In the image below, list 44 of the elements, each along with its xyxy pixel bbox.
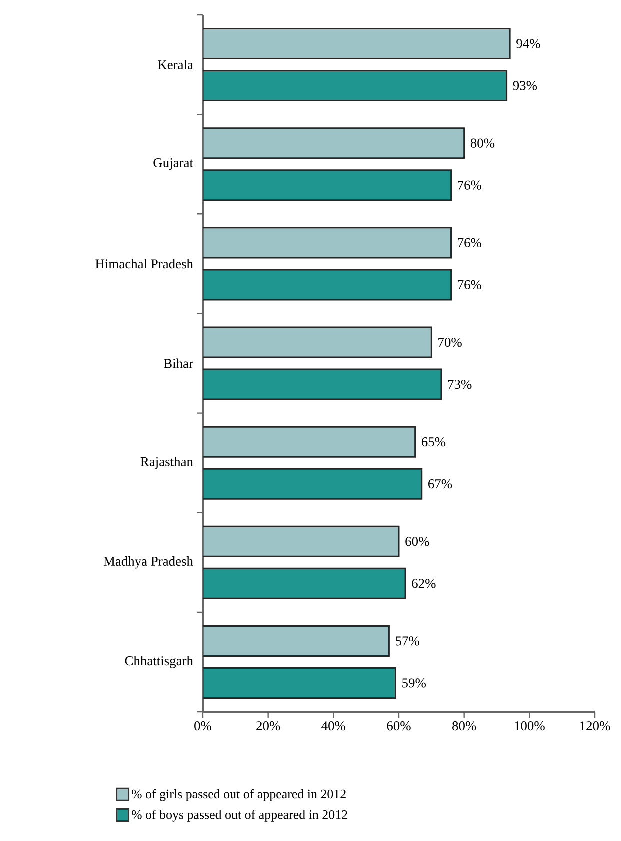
data-label: 93%: [513, 81, 538, 90]
bar: [202, 128, 466, 160]
x-tick-label: 120%: [580, 722, 610, 731]
y-tick-label: Madhya Pradesh: [104, 556, 194, 569]
bar: [202, 667, 396, 699]
data-label: 76%: [458, 180, 482, 190]
data-label: 65%: [422, 438, 446, 447]
data-label: 60%: [406, 537, 430, 546]
bar: [202, 70, 508, 102]
y-tick-label: Himachal Pradesh: [96, 259, 194, 269]
y-tick-label: Rajasthan: [140, 456, 194, 470]
bar: [202, 625, 390, 657]
data-label: 94%: [516, 39, 540, 48]
data-label: 76%: [458, 280, 482, 290]
x-tick-label: 40%: [322, 722, 346, 731]
bar: [202, 170, 452, 202]
data-label: 70%: [438, 338, 462, 348]
bar: [202, 227, 452, 259]
data-label: 76%: [458, 238, 482, 248]
bar: [202, 368, 442, 400]
bar: [202, 269, 452, 301]
y-tick-label: Gujarat: [154, 158, 194, 170]
x-tick-label: 20%: [256, 722, 280, 731]
x-tick-label: 100%: [515, 722, 545, 731]
x-tick-label: 0%: [194, 722, 212, 731]
y-tick-label: Bihar: [164, 358, 194, 368]
data-label: 73%: [448, 380, 472, 390]
data-label: 80%: [470, 138, 495, 148]
data-label: 67%: [428, 480, 452, 489]
x-tick-label: 60%: [387, 722, 411, 731]
y-tick-label: Chhattisgarh: [125, 656, 194, 668]
x-tick-label: 80%: [452, 722, 476, 731]
bar: [202, 426, 416, 458]
bar: [202, 326, 432, 358]
bar: [202, 526, 400, 558]
data-label: 62%: [412, 579, 436, 588]
legend-label: % of boys passed out of appeared in 2012: [132, 810, 348, 822]
data-label: 59%: [402, 678, 426, 688]
bar: [202, 468, 423, 500]
bar: [202, 28, 511, 60]
y-tick-label: Kerala: [158, 60, 194, 70]
legend-label: % of girls passed out of appeared in 2012: [132, 789, 346, 802]
bar: [202, 568, 406, 600]
data-label: 57%: [396, 636, 420, 646]
